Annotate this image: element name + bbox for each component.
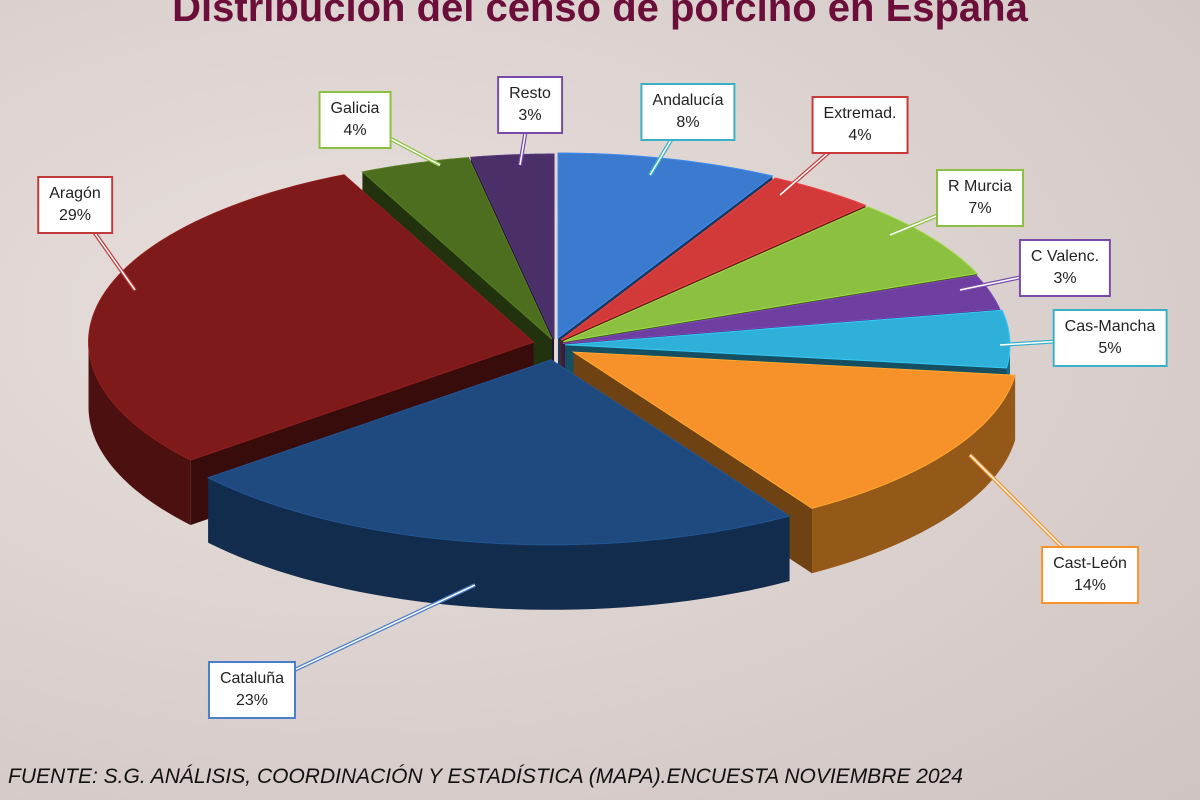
data-label-name: Extremad. xyxy=(823,105,897,122)
data-label-cas-mancha: Cas-Mancha 5% xyxy=(1052,309,1168,367)
data-label-value: 5% xyxy=(1098,340,1122,357)
slice-cas-mancha xyxy=(564,309,1011,369)
data-label-name: Galicia xyxy=(330,100,380,117)
data-label-name: R Murcia xyxy=(947,178,1013,195)
data-label-value: 23% xyxy=(235,692,269,709)
data-label-name: Cas-Mancha xyxy=(1064,318,1156,335)
slice-resto xyxy=(469,153,555,340)
data-label-galicia: Galicia 4% xyxy=(318,91,392,149)
data-label-name: Cataluña xyxy=(219,670,285,687)
data-label-value: 3% xyxy=(518,107,542,124)
data-label-extremad-: Extremad. 4% xyxy=(811,96,909,154)
slice-arag-n xyxy=(88,174,535,461)
slice-side-cast-le-n xyxy=(812,375,1016,574)
slice-galicia xyxy=(361,157,553,340)
data-label-name: Andalucía xyxy=(652,92,724,109)
data-label-value: 4% xyxy=(848,127,872,144)
slice-side-arag-n xyxy=(88,342,191,526)
chart-title: Distribución del censo de porcino en Esp… xyxy=(172,0,1028,30)
slice-r-murcia xyxy=(563,206,979,343)
data-label-cast-le-n: Cast-León 14% xyxy=(1041,546,1139,604)
data-label-name: Aragón xyxy=(49,185,101,202)
data-label-value: 8% xyxy=(676,114,700,131)
slice-cast-le-n xyxy=(571,351,1016,509)
source-note: FUENTE: S.G. ANÁLISIS, COORDINACIÓN Y ES… xyxy=(8,765,963,788)
data-label-value: 3% xyxy=(1053,270,1077,287)
data-label-value: 14% xyxy=(1073,577,1107,594)
data-label-arag-n: Aragón 29% xyxy=(37,176,113,234)
data-label-r-murcia: R Murcia 7% xyxy=(935,169,1025,227)
slice-extremad- xyxy=(560,177,867,341)
slice-c-valenc- xyxy=(562,275,1001,345)
data-label-value: 7% xyxy=(968,200,992,217)
slice-catalu-a xyxy=(206,359,791,546)
data-label-andaluc-a: Andalucía 8% xyxy=(640,83,736,141)
data-label-c-valenc-: C Valenc. 3% xyxy=(1018,239,1112,297)
data-label-catalu-a: Cataluña 23% xyxy=(207,661,297,719)
data-label-name: C Valenc. xyxy=(1030,248,1100,265)
data-label-value: 29% xyxy=(58,207,92,224)
slice-andaluc-a xyxy=(557,152,774,340)
data-label-name: Resto xyxy=(509,85,551,102)
data-label-resto: Resto 3% xyxy=(497,76,563,134)
data-label-value: 4% xyxy=(343,122,367,139)
data-label-name: Cast-León xyxy=(1053,555,1127,572)
